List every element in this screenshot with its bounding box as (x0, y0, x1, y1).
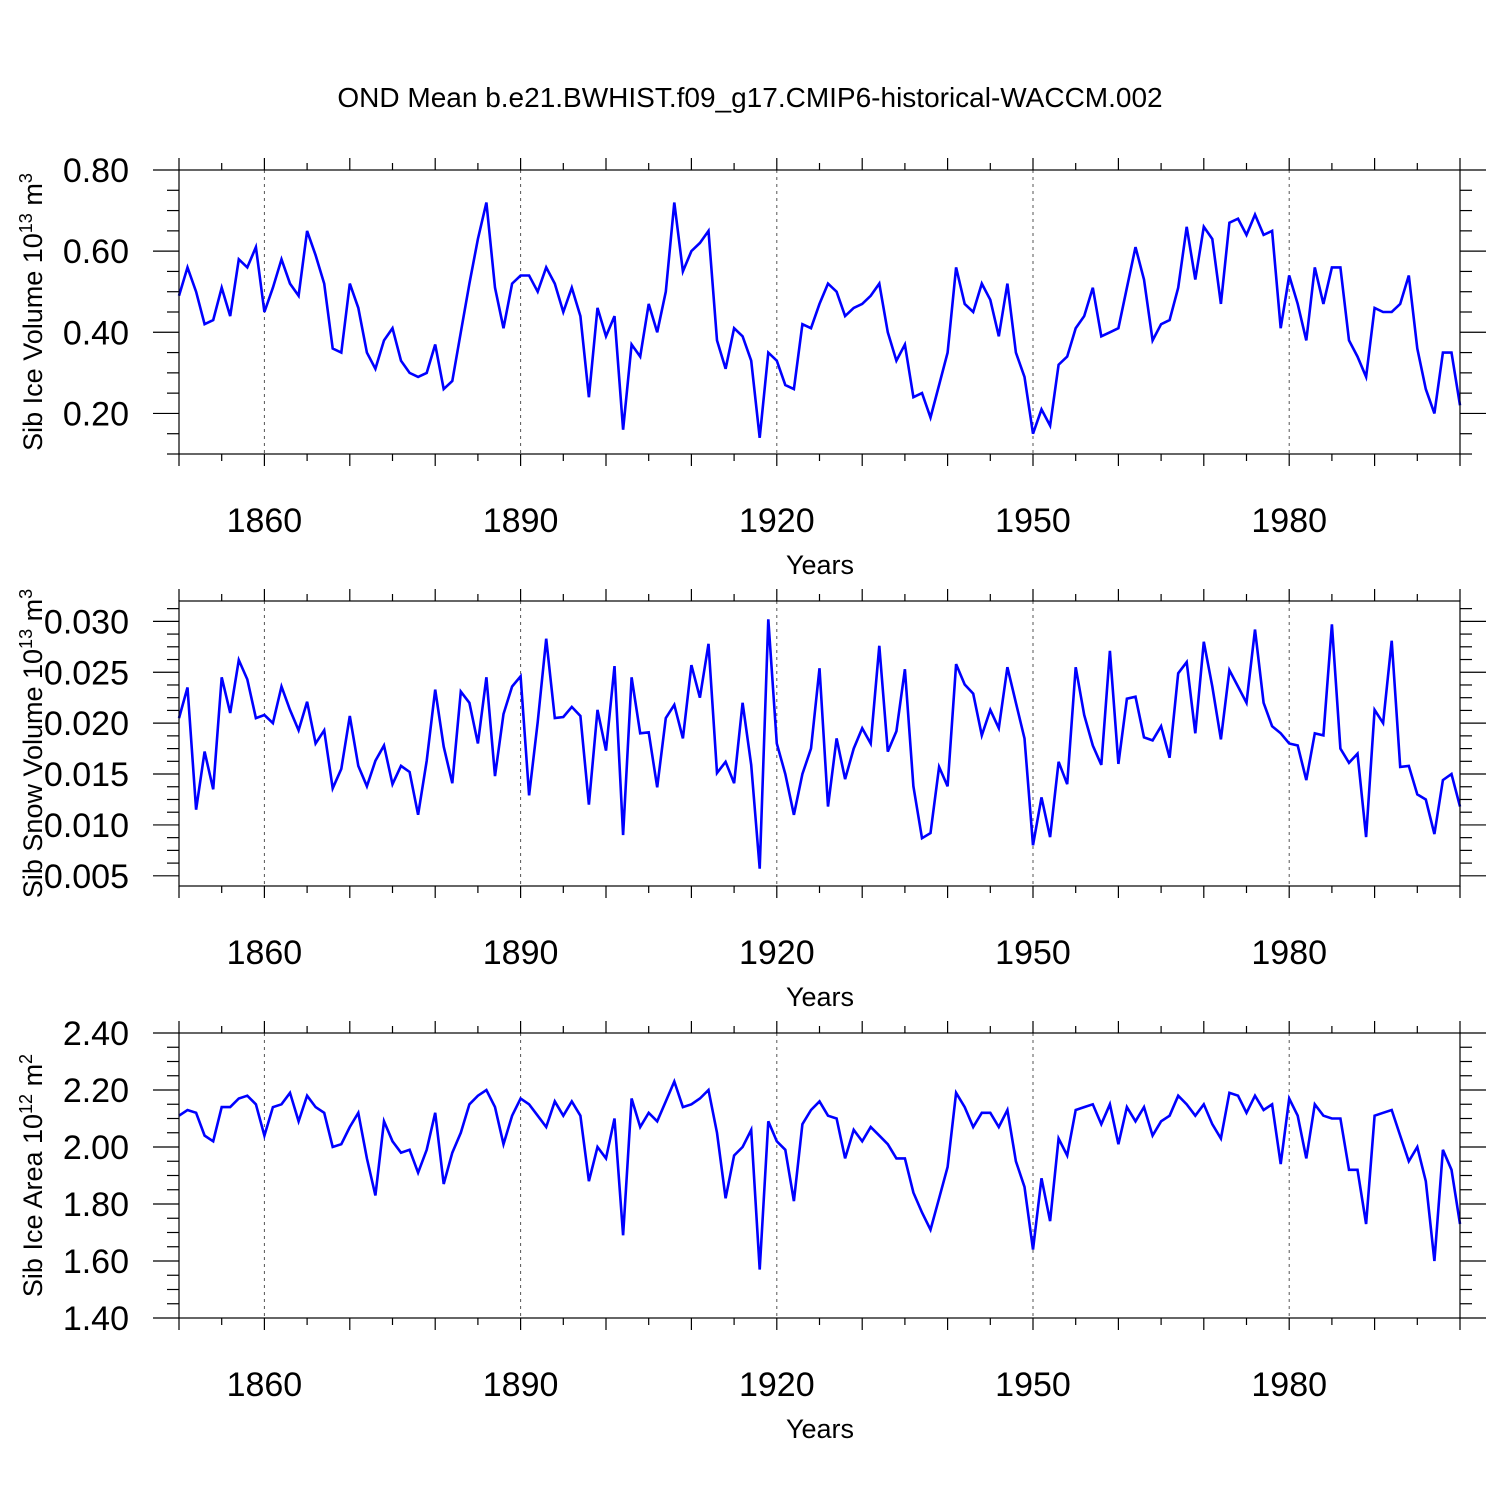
y-tick-label: 0.005 (44, 858, 129, 896)
ice-area-series-line (178, 1077, 1462, 1270)
y-tick-label: 1.40 (63, 1300, 129, 1338)
snow-volume-series-line (177, 619, 1462, 869)
x-axis-title: Years (786, 982, 854, 1012)
chart-title: OND Mean b.e21.BWHIST.f09_g17.CMIP6-hist… (337, 82, 1162, 113)
y-tick-label: 0.20 (63, 395, 129, 433)
x-tick-label: 1860 (227, 934, 303, 972)
x-tick-label: 1890 (483, 934, 559, 972)
y-tick-label: 0.025 (44, 654, 129, 692)
x-tick-label: 1980 (1251, 502, 1327, 540)
plot-frame (178, 600, 1461, 887)
ice-volume-series-line (177, 202, 1462, 438)
y-tick-label: 2.00 (63, 1129, 129, 1167)
y-tick-label: 2.40 (63, 1015, 129, 1053)
panel-ice-area: 1860 1890 1920 1950 1980 1.40 1.60 1.80 2.00 2.20… (16, 1015, 1486, 1444)
y-tick-label: 0.60 (63, 233, 129, 271)
plot-frame (178, 169, 1461, 455)
x-axis-title: Years (786, 550, 854, 580)
y-tick-label: 0.030 (44, 603, 129, 641)
y-tick-label: 0.015 (44, 756, 129, 794)
y-tick-label: 1.60 (63, 1243, 129, 1281)
x-tick-label: 1920 (739, 502, 815, 540)
y-tick-label: 0.010 (44, 807, 129, 845)
y-axis-title: Sib Ice Area 1012 m2 (16, 1054, 48, 1297)
x-tick-label: 1950 (995, 934, 1071, 972)
y-tick-label: 0.40 (63, 314, 129, 352)
y-axis-title: Sib Snow Volume 1013 m3 (16, 589, 48, 898)
x-tick-label: 1950 (995, 1366, 1071, 1404)
x-tick-label: 1950 (995, 502, 1071, 540)
y-axis-title: Sib Ice Volume 1013 m3 (16, 173, 48, 451)
x-tick-label: 1860 (227, 1366, 303, 1404)
y-tick-label: 2.20 (63, 1072, 129, 1110)
panel-snow-volume: 1860 1890 1920 1950 1980 0.005 0.010 0.015 0.020… (16, 589, 1486, 1012)
x-tick-label: 1980 (1251, 1366, 1327, 1404)
y-tick-label: 0.020 (44, 705, 129, 743)
x-tick-label: 1860 (227, 502, 303, 540)
x-tick-label: 1890 (483, 502, 559, 540)
y-tick-label: 0.80 (63, 152, 129, 190)
y-tick-label: 1.80 (63, 1186, 129, 1224)
x-tick-label: 1890 (483, 1366, 559, 1404)
panel-ice-volume: 1860 1890 1920 1950 1980 0.20 0.40 0.60 0.80 Yea… (16, 152, 1486, 580)
x-tick-label: 1980 (1251, 934, 1327, 972)
x-axis-title: Years (786, 1414, 854, 1444)
x-tick-label: 1920 (739, 934, 815, 972)
x-tick-label: 1920 (739, 1366, 815, 1404)
